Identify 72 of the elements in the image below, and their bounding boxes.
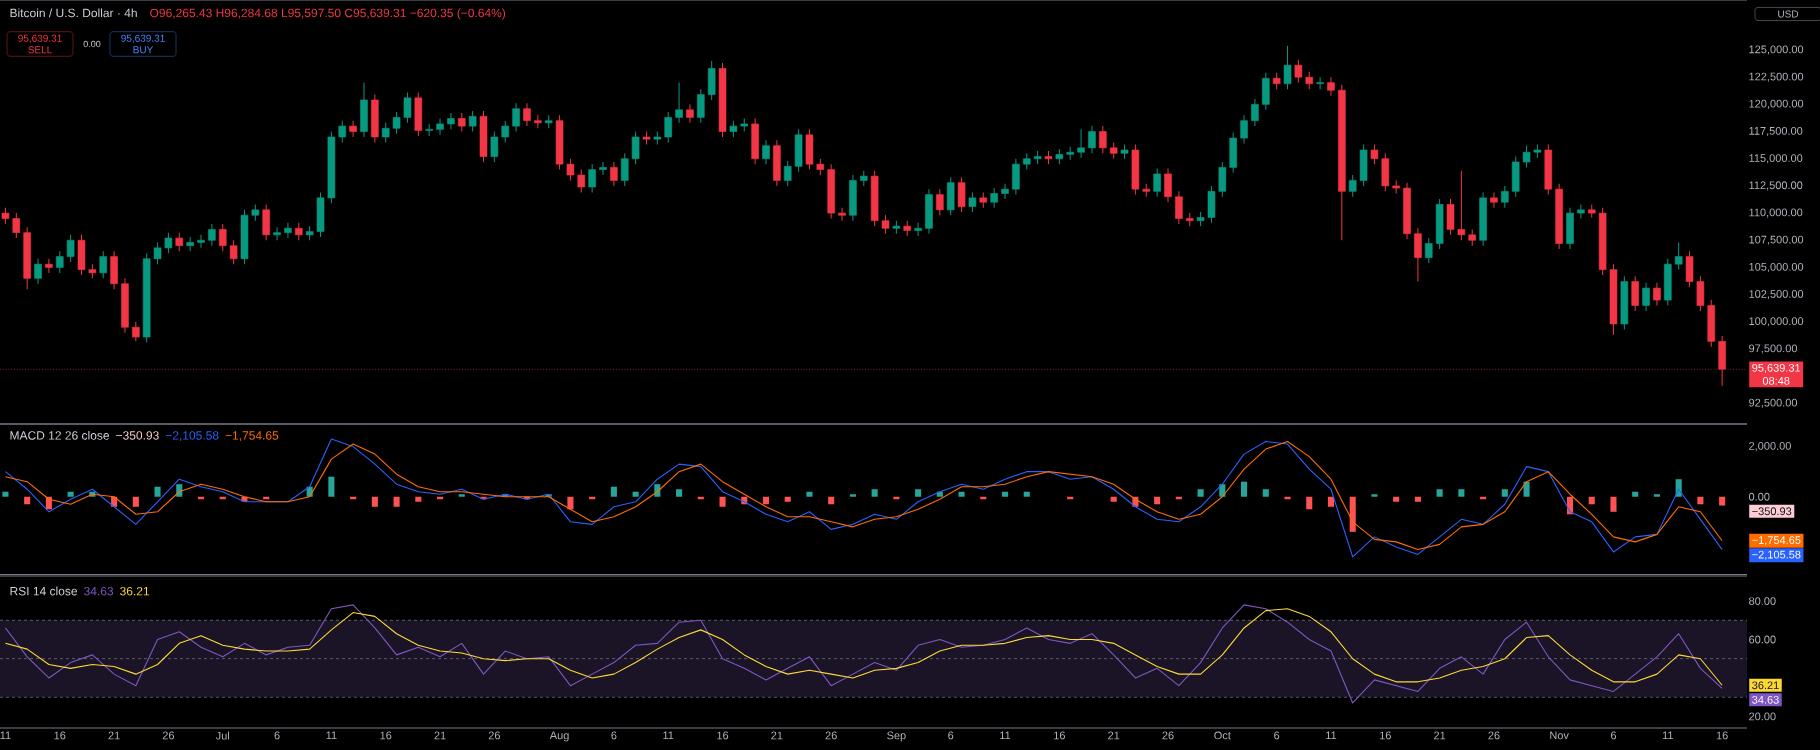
annotation: −2,105.58 — [165, 431, 219, 442]
y-tick-label: 80.00 — [1749, 597, 1776, 605]
x-tick-label: Oct — [1214, 731, 1231, 740]
x-tick-label: Nov — [1550, 731, 1569, 740]
text: −350.93 — [1752, 507, 1792, 516]
x-tick-label: 11 — [1662, 731, 1673, 740]
annotation: −350.93 — [116, 431, 159, 440]
x-tick-label: 26 — [825, 731, 837, 740]
x-tick-label: 21 — [1434, 731, 1446, 740]
y-tick-label: 117,500.00 — [1749, 127, 1803, 137]
y-tick-label: 110,000.00 — [1749, 208, 1803, 218]
text: 36.21 — [1752, 681, 1779, 690]
y-tick-label: 120,000.00 — [1749, 99, 1804, 109]
x-tick-label: 21 — [771, 731, 783, 740]
x-tick-label: 21 — [1108, 731, 1120, 740]
text: Bitcoin / U.S. Dollar · 4h — [10, 8, 137, 18]
text: −2,105.58 — [1752, 550, 1801, 560]
x-tick-label: 26 — [1488, 731, 1500, 740]
y-tick-label: 0.00 — [1748, 492, 1770, 501]
x-tick-label: 11 — [663, 731, 674, 740]
x-tick-label: 11 — [1326, 731, 1337, 740]
text: −1,754.65 — [1752, 536, 1801, 546]
y-tick-label: 115,000.00 — [1749, 154, 1803, 164]
x-tick-label: Aug — [549, 731, 569, 742]
y-tick-label: 2,000.00 — [1749, 442, 1791, 452]
x-tick-label: 16 — [54, 731, 66, 740]
x-tick-label: 6 — [274, 731, 280, 740]
y-tick-label: 102,500.00 — [1749, 290, 1804, 300]
x-tick-label: 6 — [1610, 731, 1617, 740]
x-tick-label: 16 — [717, 731, 729, 740]
text: 08:48 — [1762, 376, 1790, 385]
y-tick-label: 122,500.00 — [1749, 72, 1804, 82]
x-tick-label: 11 — [326, 731, 337, 740]
y-tick-label: 105,000.00 — [1749, 262, 1804, 272]
annotation: BUY — [133, 46, 154, 54]
annotation: −1,754.65 — [225, 431, 279, 442]
x-tick-label: 16 — [1716, 731, 1728, 740]
y-tick-label: 125,000.00 — [1749, 45, 1804, 55]
y-tick-label: 107,500.00 — [1749, 235, 1804, 245]
x-tick-label: 6 — [611, 731, 617, 740]
text: USD — [1778, 10, 1799, 18]
x-tick-label: 26 — [488, 731, 500, 740]
x-tick-label: 6 — [948, 731, 954, 740]
x-tick-label: 21 — [108, 731, 120, 740]
y-tick-label: 20.00 — [1749, 712, 1776, 721]
y-tick-label: 112,500.00 — [1749, 181, 1803, 191]
chart-title: MACD 12 26 close — [10, 430, 110, 440]
text: RSI 14 close — [10, 586, 78, 596]
text: 34.63 — [1752, 695, 1779, 704]
x-tick-label: 16 — [380, 731, 392, 740]
annotation: 0.00 — [83, 40, 101, 48]
annotation: 95,639.31 — [18, 34, 62, 43]
x-tick-label: 6 — [1274, 731, 1280, 740]
annotation: 36.21 — [120, 586, 150, 596]
x-tick-label: 21 — [434, 731, 446, 740]
x-tick-label: 16 — [1380, 731, 1391, 740]
y-tick-label: 97,500.00 — [1749, 344, 1798, 354]
y-tick-label: 60.00 — [1749, 635, 1776, 644]
x-tick-label: 11 — [0, 731, 11, 740]
y-tick-label: 100,000.00 — [1749, 317, 1804, 327]
x-tick-label: 11 — [1000, 731, 1011, 740]
ref-line-label: 95,639.31 — [1752, 363, 1801, 373]
x-tick-label: 26 — [162, 731, 175, 740]
text: O96,265.43 H96,284.68 L95,597.50 C95,639.31 −620.35 (−0.64%) — [150, 8, 506, 20]
x-tick-label: Jul — [215, 731, 230, 740]
y-tick-label: 92,500.00 — [1749, 398, 1798, 408]
x-tick-label: 16 — [1054, 731, 1065, 740]
annotation: SELL — [28, 46, 52, 54]
x-tick-label: 26 — [1162, 731, 1174, 740]
annotation: 95,639.31 — [121, 34, 165, 43]
x-tick-label: Sep — [887, 731, 906, 742]
annotation: 34.63 — [84, 586, 114, 596]
